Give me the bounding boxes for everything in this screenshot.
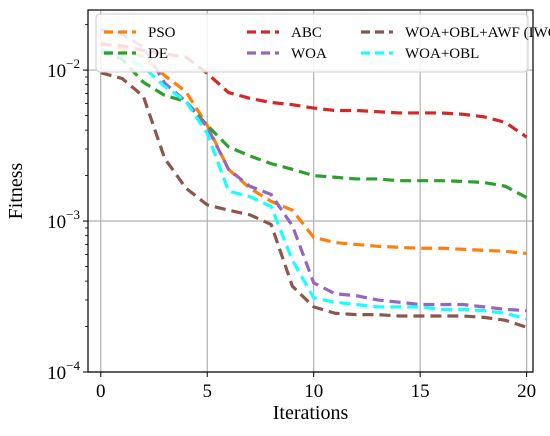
legend: PSO DE ABC WOA WOA+OBL+AWF (IWOA) WOA+OBL xyxy=(95,13,550,73)
y-tick-label: 10−2 xyxy=(47,56,80,82)
legend-label: WOA xyxy=(291,46,327,62)
series-line-woa-obl-awf-iwoa xyxy=(100,71,528,329)
series-line-pso xyxy=(100,41,527,256)
y-tick-base: 10 xyxy=(47,363,66,384)
legend-box xyxy=(95,13,529,73)
x-axis-label: Iterations xyxy=(273,402,349,424)
y-tick-base: 10 xyxy=(47,61,66,82)
x-tick-label: 15 xyxy=(411,381,430,402)
series-line-de xyxy=(100,50,528,200)
x-tick-label: 20 xyxy=(517,381,536,402)
series-line-woa xyxy=(100,28,527,313)
legend-label: PSO xyxy=(148,25,176,41)
legend-label: WOA+OBL xyxy=(405,46,479,62)
y-tick-exponent: −3 xyxy=(66,207,80,222)
x-tick-label: 5 xyxy=(202,381,212,402)
y-axis-label: Fitness xyxy=(5,162,27,219)
y-tick-label: 10−3 xyxy=(47,207,80,233)
x-tick-label: 0 xyxy=(96,381,106,402)
y-tick-exponent: −4 xyxy=(66,358,80,373)
y-tick-label: 10−4 xyxy=(47,358,80,384)
legend-label: WOA+OBL+AWF (IWOA) xyxy=(405,25,550,41)
y-tick-exponent: −2 xyxy=(66,56,80,71)
x-tick-label: 10 xyxy=(304,381,323,402)
legend-label: ABC xyxy=(291,25,322,41)
plot-frame xyxy=(87,9,534,373)
legend-label: DE xyxy=(148,46,168,62)
y-tick-base: 10 xyxy=(47,212,66,233)
series-line-woa-obl xyxy=(100,47,528,321)
